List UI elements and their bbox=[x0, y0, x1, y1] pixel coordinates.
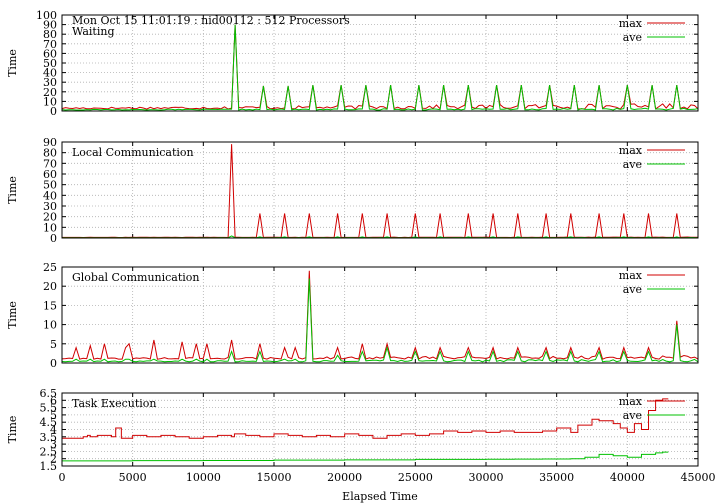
panel-3-ytick-label: 25 bbox=[43, 261, 57, 274]
panel-4-ytick-label: 3 bbox=[50, 438, 57, 451]
panel-1-frame bbox=[61, 14, 699, 112]
panel-4-ytick-label: 6.5 bbox=[40, 387, 58, 400]
panel-4: 1.522.533.544.555.566.5 Task Execution Tim… bbox=[6, 387, 699, 473]
panel-4-ytick-label: 2.5 bbox=[40, 445, 58, 458]
panel-4-legend-ave: ave bbox=[623, 409, 642, 422]
panel-1-ytick-label: 60 bbox=[43, 47, 57, 60]
panel-3-frame bbox=[61, 266, 699, 364]
panel-1-ytick-label: 10 bbox=[43, 95, 57, 108]
panel-3-ytick-label: 10 bbox=[43, 319, 57, 332]
panel-2-frame bbox=[61, 141, 699, 239]
header-text: Mon Oct 15 11:01:19 : nid00112 : 512 Pro… bbox=[72, 14, 350, 27]
panel-2-ytick-label: 40 bbox=[43, 189, 57, 202]
panel-1-series-max bbox=[62, 24, 698, 110]
panel-2-ytick-label: 70 bbox=[43, 157, 57, 170]
panel-1-ylabel: Time bbox=[6, 49, 19, 77]
panel-2-ytick-label: 10 bbox=[43, 221, 57, 234]
panel-4-ytick-label: 6 bbox=[50, 394, 57, 407]
panel-1-ytick-label: 50 bbox=[43, 57, 57, 70]
xtick-label: 35000 bbox=[539, 471, 574, 484]
panel-1-ytick-label: 40 bbox=[43, 67, 57, 80]
panel-2-ytick-label: 30 bbox=[43, 200, 57, 213]
panel-1-legend-ave: ave bbox=[623, 31, 642, 44]
panel-3-ytick-label: 15 bbox=[43, 299, 57, 312]
panel-1-ytick-label: 100 bbox=[36, 9, 57, 22]
panel-2-title: Local Communication bbox=[72, 146, 194, 159]
xtick-label: 30000 bbox=[469, 471, 504, 484]
panel-3-series-max bbox=[62, 270, 698, 360]
xtick-label: 25000 bbox=[398, 471, 433, 484]
panel-3-series-ave bbox=[62, 278, 698, 363]
panel-2-ytick-label: 20 bbox=[43, 211, 57, 224]
panel-4-series-ave bbox=[62, 451, 669, 462]
xtick-label: 45000 bbox=[681, 471, 716, 484]
panel-2-ytick-label: 90 bbox=[43, 136, 57, 149]
panel-3-ylabel: Time bbox=[6, 301, 19, 329]
panel-1-ytick-label: 70 bbox=[43, 38, 57, 51]
panel-1-ytick-label: 0 bbox=[50, 105, 57, 118]
panel-4-ytick-label: 4.5 bbox=[40, 416, 58, 429]
panel-1-series-ave bbox=[62, 24, 698, 111]
panel-4-legend-max: max bbox=[619, 395, 643, 408]
panel-2-legend-max: max bbox=[619, 144, 643, 157]
panel-1-ytick-label: 20 bbox=[43, 86, 57, 99]
panel-1-title: Waiting bbox=[72, 25, 115, 38]
panel-1-legend-max: max bbox=[619, 17, 643, 30]
panel-4-ytick-label: 5.5 bbox=[40, 402, 58, 415]
xtick-label: 40000 bbox=[610, 471, 645, 484]
panel-2-ytick-label: 80 bbox=[43, 147, 57, 160]
x-axis-label: Elapsed Time bbox=[342, 490, 418, 503]
xtick-label: 0 bbox=[59, 471, 66, 484]
panel-3-ytick-label: 20 bbox=[43, 280, 57, 293]
panel-4-ytick-label: 3.5 bbox=[40, 431, 58, 444]
panel-2-ytick-label: 50 bbox=[43, 179, 57, 192]
panel-3-ytick-label: 0 bbox=[50, 357, 57, 370]
panel-2-ytick-label: 60 bbox=[43, 168, 57, 181]
panel-3-ytick-label: 5 bbox=[50, 338, 57, 351]
xtick-label: 5000 bbox=[119, 471, 147, 484]
panel-3-legend-max: max bbox=[619, 269, 643, 282]
panel-4-ytick-label: 5 bbox=[50, 409, 57, 422]
panel-4-ylabel: Time bbox=[6, 416, 19, 444]
panel-4-ytick-label: 1.5 bbox=[40, 460, 58, 473]
xtick-label: 10000 bbox=[186, 471, 221, 484]
xtick-label: 15000 bbox=[257, 471, 292, 484]
panel-1-ytick-label: 80 bbox=[43, 28, 57, 41]
panel-2-legend-ave: ave bbox=[623, 158, 642, 171]
panel-4-frame bbox=[61, 392, 699, 467]
panel-4-series-max bbox=[62, 398, 669, 439]
panel-4-ytick-label: 2 bbox=[50, 453, 57, 466]
panel-4-title: Task Execution bbox=[72, 397, 156, 410]
panel-4-ytick-label: 4 bbox=[50, 424, 57, 437]
panel-1-ytick-label: 30 bbox=[43, 76, 57, 89]
xtick-label: 20000 bbox=[327, 471, 362, 484]
panel-1-ytick-label: 90 bbox=[43, 19, 57, 32]
panel-3-title: Global Communication bbox=[72, 271, 200, 284]
panel-2-ytick-label: 0 bbox=[50, 232, 57, 245]
panel-3-legend-ave: ave bbox=[623, 283, 642, 296]
panel-2-ylabel: Time bbox=[6, 176, 19, 204]
